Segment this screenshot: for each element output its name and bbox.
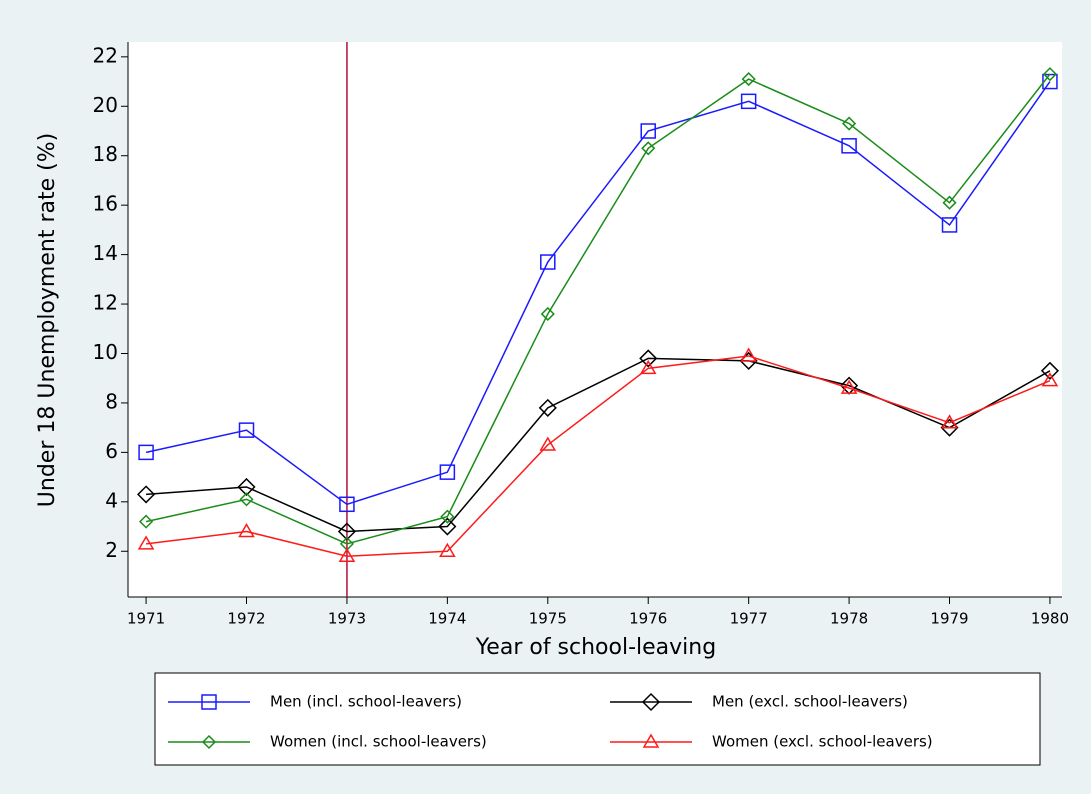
marker xyxy=(339,496,355,513)
y-tick-label: 14 xyxy=(93,241,118,265)
marker xyxy=(438,517,457,536)
marker xyxy=(540,254,556,270)
x-tick-label: 1979 xyxy=(930,610,968,628)
x-tick-label: 1975 xyxy=(529,610,567,628)
y-tick-label: 18 xyxy=(93,142,118,166)
marker xyxy=(640,123,656,139)
y-tick-label: 12 xyxy=(93,291,118,315)
plot-area xyxy=(128,42,1062,597)
legend-label: Men (excl. school-leavers) xyxy=(712,693,908,711)
marker xyxy=(237,477,256,497)
marker xyxy=(841,138,857,154)
series-line xyxy=(145,355,1051,557)
marker xyxy=(439,542,456,558)
marker xyxy=(201,734,217,750)
marker xyxy=(137,535,155,550)
marker xyxy=(941,217,958,233)
y-axis-label: Under 18 Unemployment rate (%) xyxy=(35,133,60,507)
marker xyxy=(440,509,455,524)
marker xyxy=(139,514,154,529)
series-line xyxy=(146,357,1051,533)
marker xyxy=(1042,67,1058,82)
y-tick-label: 2 xyxy=(105,538,118,562)
marker xyxy=(740,93,757,110)
marker xyxy=(1041,372,1059,387)
y-tick-label: 20 xyxy=(93,93,118,117)
marker xyxy=(942,195,957,210)
marker xyxy=(439,464,456,480)
x-tick-label: 1980 xyxy=(1031,610,1069,628)
x-tick-label: 1977 xyxy=(730,610,768,628)
x-axis-label: Year of school-leaving xyxy=(475,635,716,660)
marker xyxy=(239,492,254,507)
x-tick-label: 1976 xyxy=(629,610,667,628)
marker xyxy=(1040,361,1060,380)
marker xyxy=(840,379,858,394)
marker xyxy=(641,692,661,712)
marker xyxy=(137,485,156,504)
x-tick-label: 1978 xyxy=(830,610,868,628)
marker xyxy=(238,422,255,438)
marker xyxy=(538,398,557,417)
marker xyxy=(337,522,356,541)
marker xyxy=(740,347,757,362)
marker xyxy=(641,141,656,156)
marker xyxy=(138,444,154,461)
marker xyxy=(639,349,658,368)
marker xyxy=(540,306,555,321)
y-tick-label: 22 xyxy=(93,43,118,67)
marker xyxy=(338,547,356,562)
y-tick-label: 8 xyxy=(105,389,118,413)
series-line xyxy=(145,81,1051,506)
legend-label: Women (incl. school-leavers) xyxy=(270,733,487,751)
legend-label: Men (incl. school-leavers) xyxy=(270,693,462,711)
marker xyxy=(741,72,756,87)
marker xyxy=(539,436,557,451)
marker xyxy=(639,359,657,375)
x-tick-label: 1973 xyxy=(328,610,366,628)
marker xyxy=(238,522,255,538)
marker xyxy=(201,694,217,710)
y-tick-label: 16 xyxy=(93,192,118,216)
marker xyxy=(941,414,958,429)
y-tick-label: 10 xyxy=(93,340,118,364)
y-tick-label: 6 xyxy=(105,439,118,463)
series-line xyxy=(145,73,1051,545)
x-tick-label: 1971 xyxy=(127,610,165,628)
y-tick-label: 4 xyxy=(105,488,118,512)
marker xyxy=(642,733,660,748)
legend-label: Women (excl. school-leavers) xyxy=(712,733,933,751)
x-tick-label: 1972 xyxy=(227,610,265,628)
x-tick-label: 1974 xyxy=(428,610,466,628)
legend-box xyxy=(154,672,1041,766)
marker xyxy=(842,116,857,131)
